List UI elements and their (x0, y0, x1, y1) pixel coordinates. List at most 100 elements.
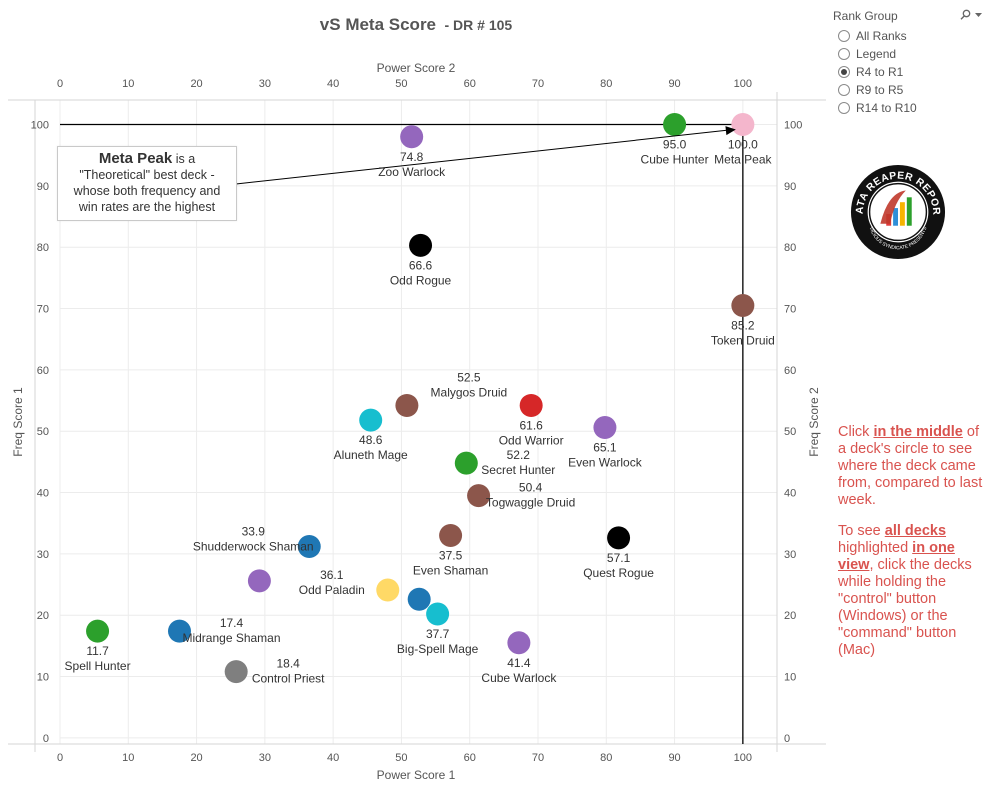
x2-tick-label: 60 (464, 78, 476, 90)
chart-title: vS Meta Score - DR # 105 (320, 15, 513, 34)
rank-option[interactable]: R14 to R10 (833, 99, 983, 117)
axis-ticks: 0010102020303040405050606070708080909010… (31, 78, 803, 764)
note-p1-underline: in the middle (873, 424, 963, 440)
deck-name: Secret Hunter (481, 463, 555, 477)
x-tick-label: 50 (395, 752, 407, 764)
callout-line-3: whose both frequency and (73, 184, 221, 198)
y2-tick-label: 100 (784, 120, 802, 132)
deck-point (467, 484, 491, 508)
deck-label: 52.5 Malygos Druid (431, 370, 508, 399)
note-p2-underline-1: all decks (884, 523, 947, 539)
deck-score: 11.7 (86, 644, 109, 658)
y2-tick-label: 60 (784, 365, 796, 377)
meta-peak-arrow (235, 129, 728, 185)
y-axis-title: Freq Score 1 (11, 387, 25, 457)
x-tick-label: 60 (464, 752, 476, 764)
deck-name: Malygos Druid (431, 385, 508, 399)
deck-score: 95.0 (663, 138, 687, 152)
reference-lines (60, 123, 744, 744)
note-p1-b: of a deck's circle to see where the deck… (838, 424, 983, 508)
y2-axis-title: Freq Score 2 (807, 387, 821, 457)
deck-score: 18.4 (276, 657, 300, 671)
x-tick-label: 30 (259, 752, 271, 764)
deck-name: Cube Warlock (481, 671, 557, 685)
rank-option-label: R9 to R5 (856, 83, 904, 97)
note-p2-underline-2: in one view (838, 540, 955, 573)
deck-score: 66.6 (409, 258, 433, 272)
deck-name: Token Druid (711, 333, 775, 347)
deck-label: 85.2 Token Druid (711, 318, 775, 347)
deck-name: Odd Paladin (299, 583, 365, 597)
deck-label: 37.5 Even Shaman (413, 548, 488, 577)
deck-point (168, 619, 191, 643)
deck-point (439, 523, 463, 547)
y-tick-label: 60 (37, 365, 49, 377)
deck-point (426, 602, 450, 626)
x-tick-label: 100 (734, 752, 752, 764)
deck-point (247, 569, 271, 593)
radio-button[interactable] (838, 84, 850, 96)
rank-option-label: Legend (856, 47, 897, 61)
x2-tick-label: 30 (259, 78, 271, 90)
rank-option[interactable]: Legend (833, 45, 983, 63)
radio-button[interactable] (838, 30, 850, 42)
deck-score: 52.5 (457, 370, 481, 384)
y-tick-label: 90 (37, 181, 49, 193)
note-p1-a: Click (838, 424, 874, 440)
x-tick-label: 20 (190, 752, 202, 764)
y-tick-label: 40 (37, 488, 49, 500)
y-tick-label: 50 (37, 426, 49, 438)
deck-label: 66.6 Odd Rogue (390, 258, 452, 287)
caret-down-icon[interactable] (974, 9, 983, 20)
rank-option[interactable]: R9 to R5 (833, 81, 983, 99)
rank-option[interactable]: All Ranks (833, 27, 983, 45)
x2-tick-label: 100 (734, 78, 752, 90)
callout-line-1: Meta Peak is a (58, 151, 236, 167)
deck-point (409, 233, 433, 257)
rank-option[interactable]: R4 to R1 (833, 63, 983, 81)
deck-score: 36.1 (320, 568, 344, 582)
deck-name: Togwaggle Druid (486, 496, 575, 510)
deck-score: 50.4 (519, 481, 543, 495)
x2-tick-label: 90 (668, 78, 680, 90)
y2-tick-label: 90 (784, 181, 796, 193)
deck-label: 48.6 Aluneth Mage (334, 433, 408, 462)
radio-button[interactable] (838, 102, 850, 114)
meta-peak-arrowhead (725, 126, 736, 136)
y2-tick-label: 20 (784, 610, 796, 622)
deck-name: Meta Peak (714, 153, 772, 167)
callout-line-4: win rates are the highest (78, 200, 216, 214)
note-p2-c: , click the decks while holding the "con… (838, 557, 972, 658)
deck-score: 17.4 (220, 616, 244, 630)
deck-point (593, 416, 617, 440)
deck-name: Cube Hunter (641, 153, 709, 167)
note-p2-b: highlighted (838, 540, 913, 556)
x-tick-label: 10 (122, 752, 134, 764)
deck-score: 65.1 (593, 441, 617, 455)
deck-label: 33.9 Shudderwock Shaman (193, 525, 314, 554)
rank-group-options: All Ranks Legend R4 to R1 R9 to R5 R14 to R1… (833, 27, 983, 117)
x2-tick-label: 40 (327, 78, 339, 90)
deck-label: 18.4 Control Priest (252, 657, 325, 686)
callout-line-2: "Theoretical" best deck - (79, 168, 215, 182)
search-icon[interactable] (960, 9, 971, 20)
radio-button[interactable] (838, 66, 850, 78)
rank-option-label: R14 to R10 (856, 101, 917, 115)
radio-button[interactable] (838, 48, 850, 60)
deck-score: 52.2 (507, 448, 531, 462)
deck-name: Odd Rogue (390, 273, 452, 287)
rank-group-header: Rank Group (833, 9, 983, 23)
deck-name: Spell Hunter (65, 659, 131, 673)
deck-point (359, 408, 383, 432)
deck-point (297, 535, 321, 559)
y2-tick-label: 80 (784, 242, 796, 254)
callout-bold: Meta Peak (98, 150, 173, 167)
y-tick-label: 0 (43, 733, 49, 745)
instruction-paragraph-2: To see all decks highlighted in one view… (838, 523, 983, 659)
y2-tick-label: 0 (784, 733, 790, 745)
deck-point (395, 393, 419, 417)
x2-axis-title: Power Score 2 (377, 61, 456, 75)
x-axis-title: Power Score 1 (377, 768, 456, 782)
rank-group-filter: Rank Group All Ranks Legend R4 to R1 R9 to … (833, 9, 983, 117)
deck-label: 57.1 Quest Rogue (583, 551, 654, 580)
